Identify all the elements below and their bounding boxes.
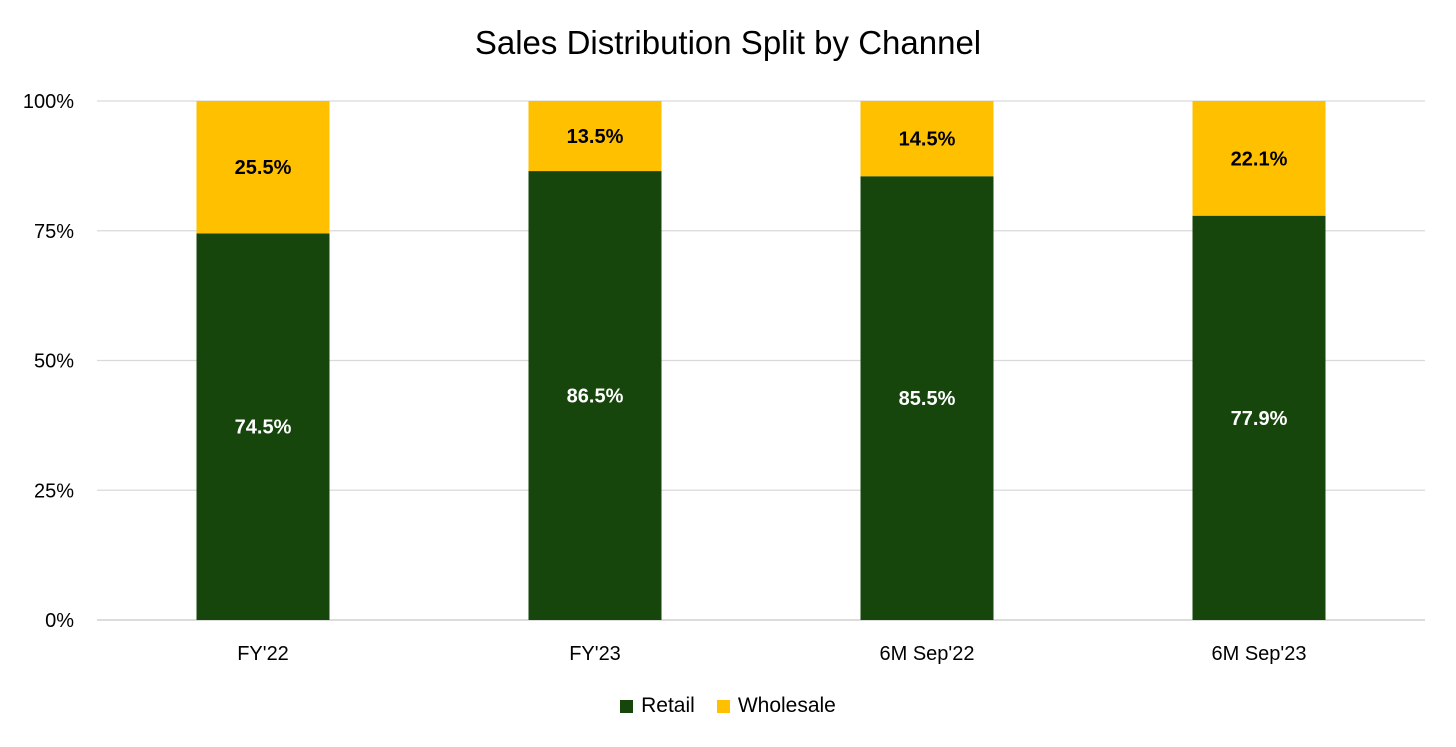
data-label: 74.5% — [235, 417, 292, 439]
x-tick-label: FY'22 — [237, 643, 289, 665]
legend-swatch-retail — [620, 699, 634, 713]
bar-retail — [528, 171, 662, 620]
y-tick-label: 0% — [45, 610, 74, 632]
y-tick-label: 100% — [23, 91, 74, 113]
x-tick-label: FY'23 — [569, 643, 621, 665]
data-label: 14.5% — [899, 129, 956, 151]
data-label: 22.1% — [1231, 148, 1288, 170]
chart-title: Sales Distribution Split by Channel — [474, 24, 982, 61]
bar-wholesale — [860, 101, 994, 177]
legend-item-wholesale: Wholesale — [716, 694, 836, 718]
legend-swatch-wholesale — [716, 699, 730, 713]
bar-retail — [1192, 215, 1326, 620]
x-tick-label: 6M Sep'23 — [1212, 643, 1307, 665]
legend-label-wholesale: Wholesale — [737, 694, 836, 717]
bar-wholesale — [528, 101, 662, 172]
legend-item-retail: Retail — [620, 694, 695, 718]
y-tick-label: 75% — [34, 221, 74, 243]
y-tick-label: 50% — [34, 351, 74, 373]
bar-retail — [196, 233, 330, 620]
legend-label-retail: Retail — [641, 694, 695, 717]
data-label: 77.9% — [1231, 408, 1288, 430]
data-label: 86.5% — [567, 386, 624, 408]
data-label: 13.5% — [567, 126, 624, 148]
data-label: 25.5% — [235, 157, 292, 179]
bar-retail — [860, 176, 994, 620]
y-tick-label: 25% — [34, 480, 74, 502]
data-label: 85.5% — [899, 388, 956, 410]
bar-wholesale — [1192, 101, 1326, 216]
x-tick-label: 6M Sep'22 — [880, 643, 975, 665]
bar-wholesale — [196, 101, 330, 234]
chart-legend: Retail Wholesale — [0, 694, 1456, 718]
